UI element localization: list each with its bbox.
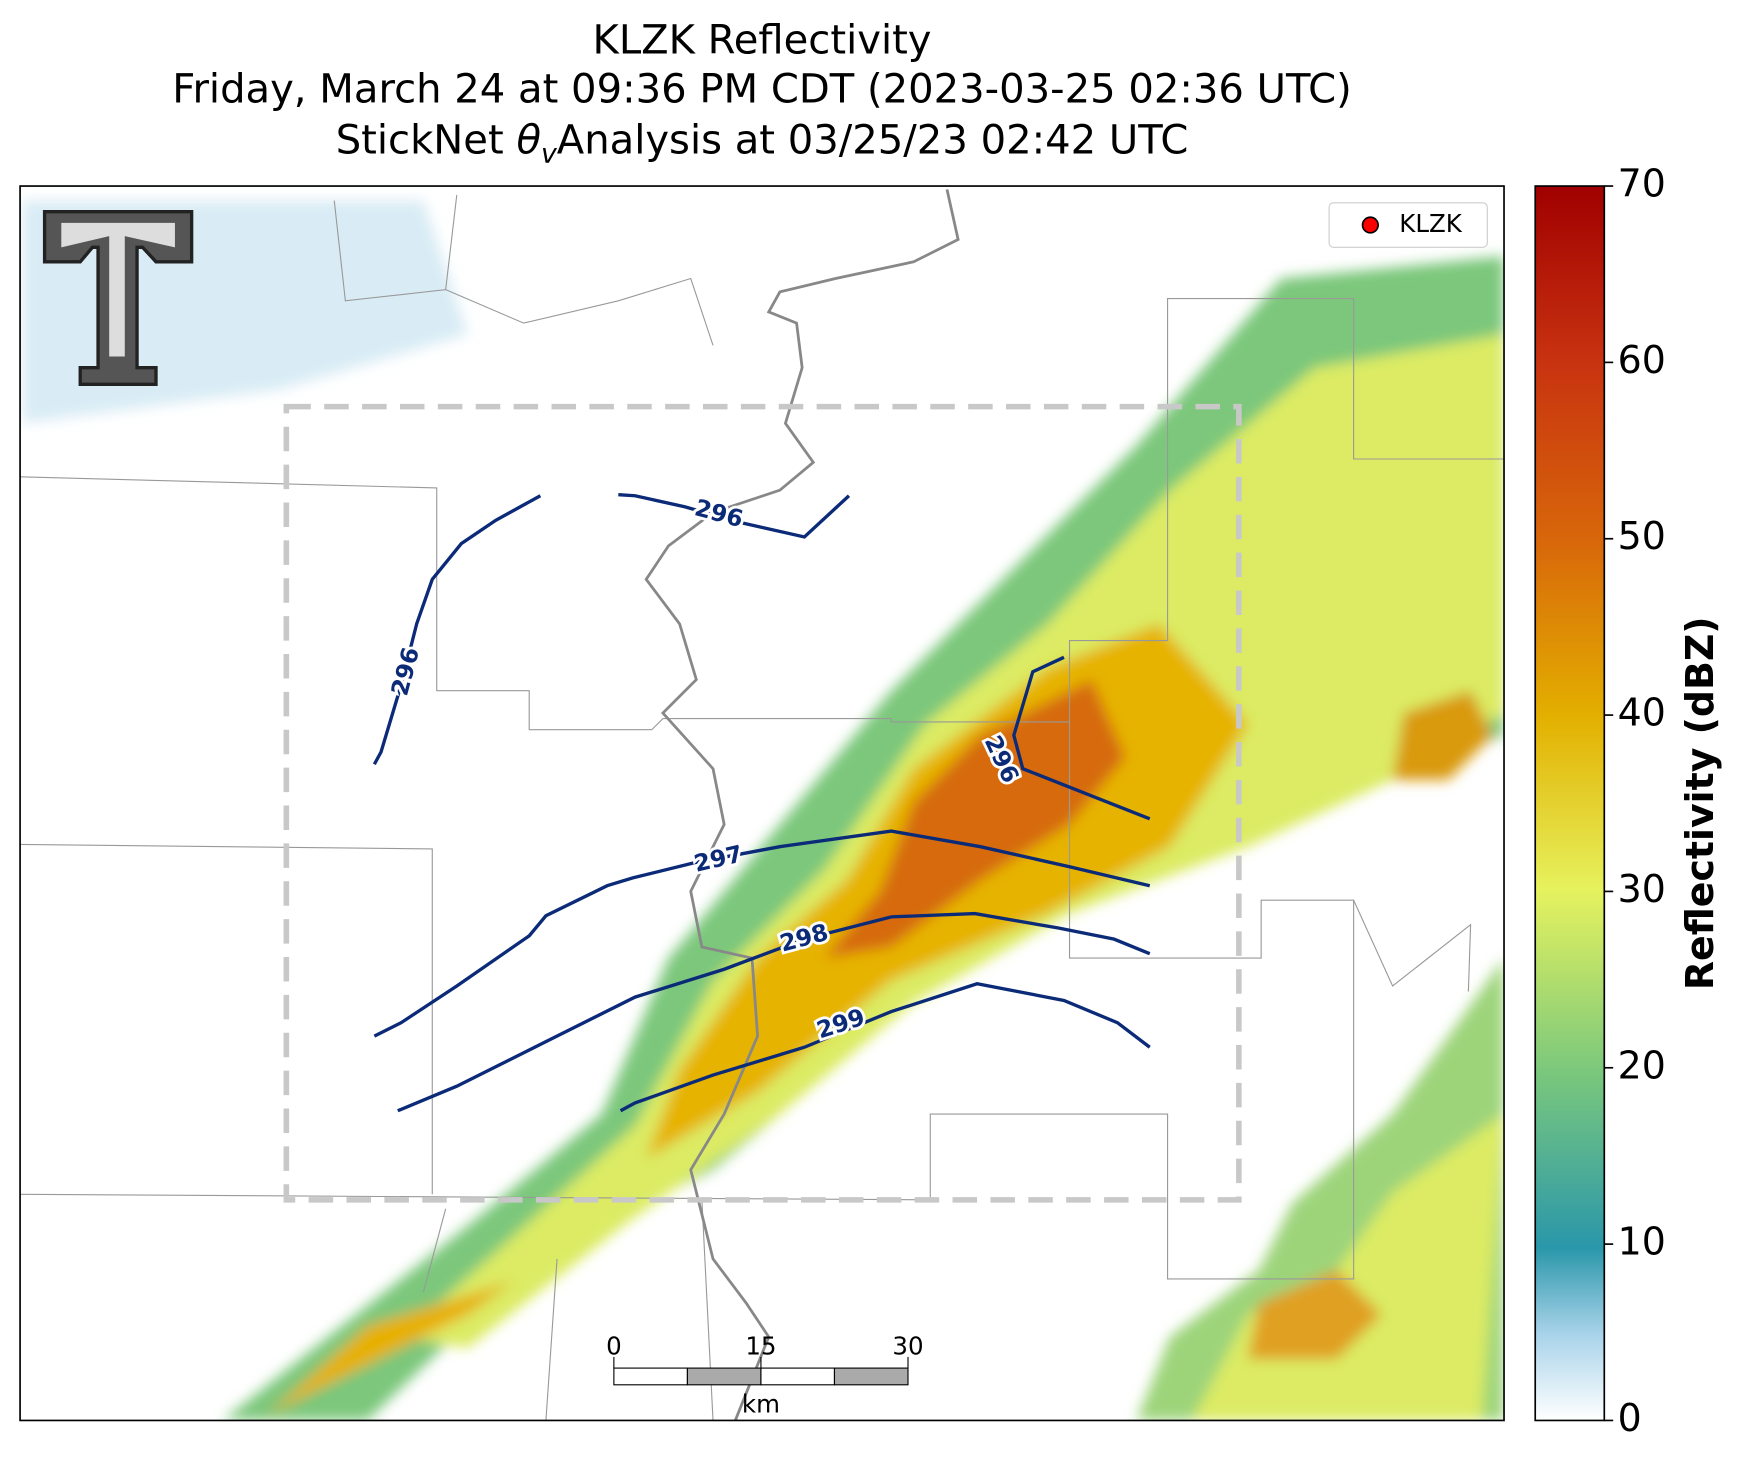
colorbar-tick-label: 70: [1618, 162, 1666, 206]
scale-tick-label: 0: [606, 1332, 622, 1361]
contour-line: [397, 911, 1151, 1113]
theta-symbol: θ: [516, 118, 541, 164]
legend: KLZK: [1328, 202, 1488, 248]
colorbar-tick-label: 60: [1618, 338, 1666, 382]
legend-label: KLZK: [1399, 209, 1462, 238]
scale-segment: [613, 1367, 688, 1386]
colorbar-tick-label: 30: [1618, 867, 1666, 911]
legend-marker: [1361, 216, 1379, 234]
title: KLZK Reflectivity: [593, 17, 932, 63]
contour-line: [372, 494, 542, 766]
colorbar-tick-label: 20: [1618, 1043, 1666, 1087]
scale-tick-label: 30: [892, 1332, 923, 1361]
scale-segment: [760, 1367, 836, 1386]
analysis-prefix: StickNet: [336, 118, 504, 164]
scale-segment: [686, 1367, 762, 1386]
colorbar-tick-label: 40: [1618, 691, 1666, 735]
contour-line: [373, 829, 1151, 1038]
theta-subscript: v: [541, 139, 558, 170]
colorbar: [1534, 185, 1606, 1422]
scale-unit: km: [742, 1390, 780, 1419]
analysis-line: StickNet θvAnalysis at 03/25/23 02:42 UT…: [336, 118, 1189, 170]
logo: [42, 210, 194, 387]
contour-line: [1012, 655, 1151, 821]
legend-box: [1328, 202, 1488, 248]
analysis-suffix: Analysis at 03/25/23 02:42 UTC: [557, 118, 1189, 164]
colorbar-tick-label: 50: [1618, 514, 1666, 558]
colorbar-tick-label: 10: [1618, 1220, 1666, 1264]
analysis-domain: [283, 403, 1242, 1203]
subtitle: Friday, March 24 at 09:36 PM CDT (2023-0…: [172, 66, 1351, 112]
river: [644, 189, 960, 1421]
colorbar-ticks: 0 10 20 30 40 50 60 70: [1604, 162, 1666, 1440]
contour-line: [619, 982, 1151, 1113]
scale-segment: [833, 1367, 909, 1386]
contour-line: [618, 492, 851, 539]
colorbar-label: Reflectivity (dBZ): [1678, 616, 1722, 990]
scale-bar: 0 15 30 km: [606, 1332, 924, 1419]
scale-tick-label: 15: [745, 1332, 776, 1361]
map-frame: [19, 185, 1505, 1422]
colorbar-tick-label: 0: [1618, 1396, 1642, 1440]
